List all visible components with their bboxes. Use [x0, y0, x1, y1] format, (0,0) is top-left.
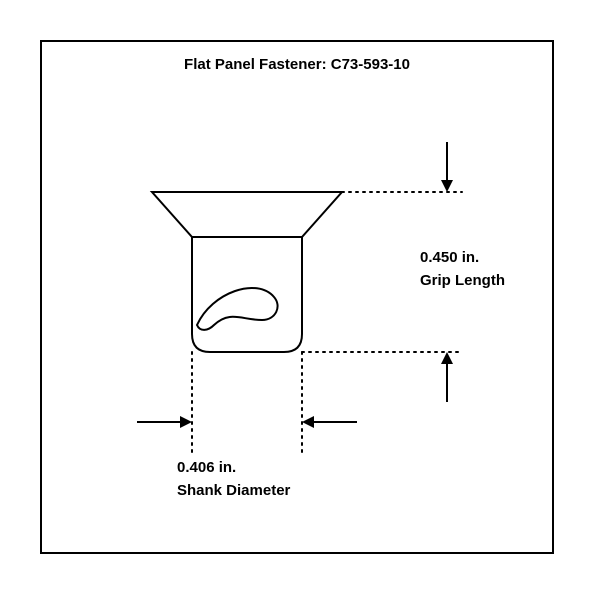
fastener-shank — [192, 237, 302, 352]
fastener-head — [152, 192, 342, 237]
shank-diameter-value: 0.406 in. — [177, 457, 290, 480]
arrow-grip-top-head — [441, 180, 453, 192]
shank-diameter-name: Shank Diameter — [177, 480, 290, 503]
cam-slot — [197, 288, 278, 330]
grip-length-name: Grip Length — [420, 270, 505, 293]
arrow-grip-bottom-head — [441, 352, 453, 364]
grip-length-label: 0.450 in. Grip Length — [420, 247, 505, 292]
fastener-drawing — [42, 42, 552, 552]
arrow-shank-left-head — [180, 416, 192, 428]
shank-diameter-label: 0.406 in. Shank Diameter — [177, 457, 290, 502]
arrow-shank-right-head — [302, 416, 314, 428]
grip-length-value: 0.450 in. — [420, 247, 505, 270]
diagram-frame: Flat Panel Fastener: C73-593-10 0.450 in… — [40, 40, 554, 554]
